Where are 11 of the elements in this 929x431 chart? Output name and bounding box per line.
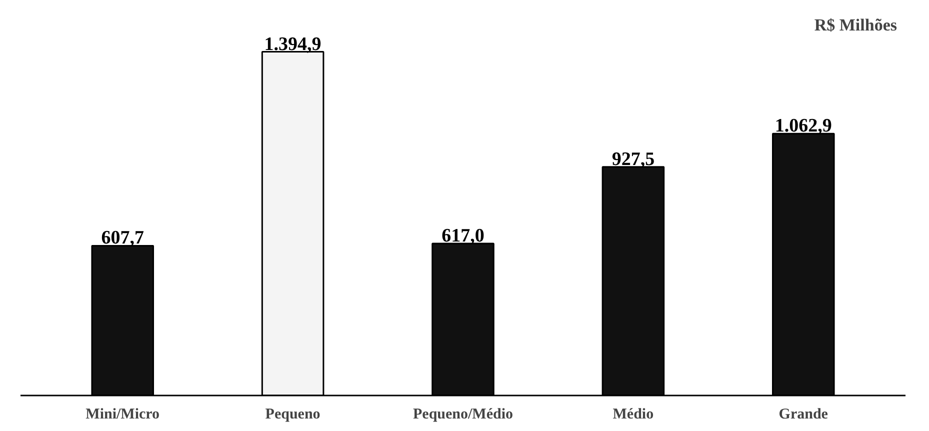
data-label: 607,7	[101, 228, 144, 249]
x-tick-label: Grande	[778, 406, 828, 422]
x-tick-label: Pequeno/Médio	[413, 406, 513, 422]
data-label: 1.394,9	[264, 34, 322, 55]
x-tick-label: Mini/Micro	[86, 406, 160, 422]
x-tick-label: Pequeno	[265, 406, 320, 422]
x-tick-label: Médio	[612, 406, 654, 422]
data-label: 927,5	[612, 148, 655, 170]
text: R$ Milhões	[814, 16, 898, 35]
data-label: 617,0	[442, 225, 484, 246]
data-label: 1.062,9	[774, 116, 832, 137]
